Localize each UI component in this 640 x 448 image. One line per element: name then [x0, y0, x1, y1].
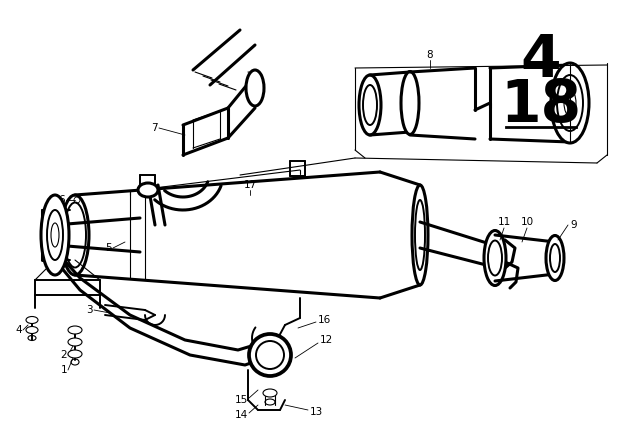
Text: 17: 17 [243, 180, 257, 190]
Text: 15: 15 [235, 395, 248, 405]
Ellipse shape [359, 75, 381, 135]
Text: 16: 16 [318, 315, 332, 325]
Ellipse shape [26, 327, 38, 333]
Text: 10: 10 [520, 217, 534, 227]
Text: 1: 1 [60, 365, 67, 375]
Ellipse shape [401, 72, 419, 134]
Ellipse shape [263, 389, 277, 397]
Ellipse shape [68, 338, 82, 346]
Text: 7: 7 [152, 123, 158, 133]
Text: 4: 4 [15, 325, 22, 335]
Text: 12: 12 [320, 335, 333, 345]
Text: 11: 11 [497, 217, 511, 227]
Ellipse shape [484, 231, 506, 285]
Ellipse shape [61, 195, 89, 275]
Text: 4: 4 [520, 32, 561, 89]
Ellipse shape [412, 185, 428, 285]
Ellipse shape [26, 316, 38, 323]
Text: 14: 14 [235, 410, 248, 420]
Ellipse shape [138, 183, 158, 197]
Ellipse shape [249, 334, 291, 376]
Text: 13: 13 [310, 407, 323, 417]
Ellipse shape [246, 70, 264, 106]
Text: 5: 5 [106, 243, 112, 253]
Text: 6: 6 [58, 195, 65, 205]
Ellipse shape [41, 195, 69, 275]
Ellipse shape [546, 236, 564, 280]
Ellipse shape [68, 350, 82, 358]
Text: 8: 8 [427, 50, 433, 60]
Text: 3: 3 [86, 305, 93, 315]
Ellipse shape [551, 63, 589, 143]
Text: 2: 2 [60, 350, 67, 360]
Text: 9: 9 [570, 220, 577, 230]
Ellipse shape [68, 326, 82, 334]
Text: 18: 18 [500, 77, 581, 134]
